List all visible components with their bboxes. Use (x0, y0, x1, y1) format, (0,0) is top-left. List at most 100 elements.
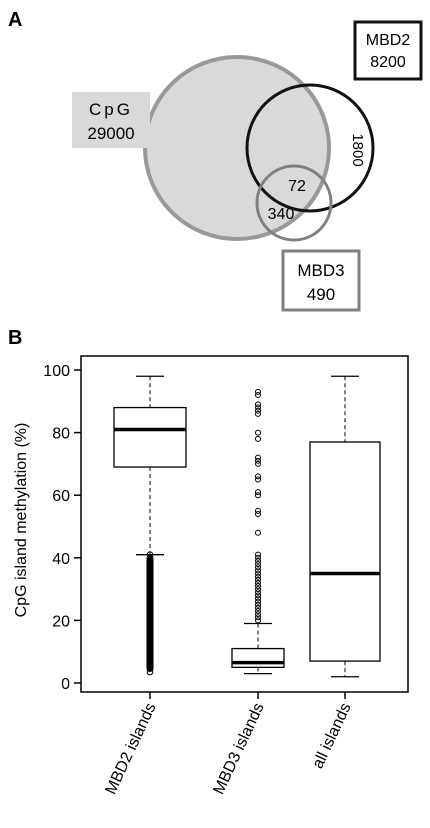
region-triple: 72 (288, 178, 306, 195)
outlier-point (146, 588, 154, 596)
outlier-point (255, 529, 261, 536)
region-cpg-mbd3: 340 (268, 206, 295, 223)
outlier-point (146, 640, 154, 648)
outlier-point (255, 582, 261, 589)
y-tick-label: 60 (52, 488, 70, 505)
mbd2-label-name: MBD2 (366, 32, 411, 49)
outlier-point (146, 598, 154, 605)
y-tick-label: 0 (61, 676, 70, 693)
y-tick-label: 80 (52, 426, 70, 443)
outlier-point (255, 404, 261, 411)
outlier-point (255, 586, 261, 593)
outlier-point (255, 401, 261, 408)
outlier-point (146, 649, 154, 657)
outlier-point (146, 603, 154, 610)
outlier-point (146, 668, 154, 676)
x-tick-label: all islands (310, 701, 355, 772)
outlier-point (146, 659, 154, 666)
y-tick-label: 100 (43, 363, 70, 380)
outlier-point (146, 631, 154, 638)
x-tick-label: MBD2 islands (103, 701, 160, 798)
outlier-point (146, 607, 154, 615)
plot-frame (80, 355, 409, 693)
boxes (113, 375, 381, 678)
outlier-point (255, 564, 261, 571)
outlier-point (255, 554, 261, 561)
outlier-point (255, 598, 261, 605)
outlier-point (255, 435, 261, 442)
outlier-point (255, 592, 261, 599)
mbd3-label-box (281, 249, 361, 312)
outlier-point (255, 573, 261, 580)
outlier-point (255, 392, 261, 399)
outlier-point (255, 570, 261, 577)
outlier-point (255, 601, 261, 608)
outlier-point (146, 560, 154, 568)
mbd2-circle (245, 83, 375, 213)
mbd3-circle (255, 164, 333, 242)
venn-panel: A CpG 29000 MBD2 8200 MBD3 490 1800 72 3… (8, 9, 423, 312)
y-axis: 0 20 40 60 80 100 (43, 363, 81, 693)
mbd3-label-count: 490 (307, 285, 335, 304)
outlier-point (255, 429, 261, 436)
outlier-point (255, 510, 261, 517)
outlier-point (146, 565, 154, 573)
y-tick-label: 20 (52, 613, 70, 630)
panel-b-label: B (8, 327, 22, 349)
outlier-point (255, 579, 261, 586)
outlier-point (255, 595, 261, 602)
outlier-point (255, 489, 261, 496)
box-1 (113, 375, 187, 676)
outlier-point (255, 617, 261, 624)
outlier-point (146, 593, 154, 601)
outlier-point (255, 410, 261, 417)
outlier-point (255, 557, 261, 564)
outlier-point (255, 457, 261, 464)
outlier-point (255, 604, 261, 611)
outlier-point (146, 574, 154, 582)
outlier-point (146, 645, 154, 652)
outlier-point (255, 473, 261, 480)
outlier-point (255, 561, 261, 568)
outlier-point (146, 556, 154, 563)
cpg-label-name: CpG (89, 100, 133, 119)
boxplot-panel: B CpG island methylation (%) 0 20 40 60 80 10… (8, 327, 409, 797)
outlier-point (146, 626, 154, 634)
cpg-label-box (72, 92, 150, 148)
outlier-point (146, 579, 154, 587)
box-2 (231, 388, 285, 675)
outlier-point (146, 654, 154, 662)
outlier-point (255, 589, 261, 596)
outlier-point (146, 551, 154, 558)
outlier-point (146, 584, 154, 591)
box-iqr (113, 406, 187, 468)
outlier-point (146, 617, 154, 624)
cpg-label-count: 29000 (87, 124, 134, 143)
region-mbd2-only: 1800 (349, 133, 366, 166)
y-tick-label: 40 (52, 551, 70, 568)
outlier-point (146, 570, 154, 577)
outlier-point (146, 635, 154, 643)
outlier-point (146, 612, 154, 620)
outlier-point (146, 664, 154, 671)
outlier-point (255, 476, 261, 483)
outlier-point (255, 551, 261, 558)
x-tick-label: MBD3 islands (211, 701, 268, 798)
box-iqr (231, 647, 285, 669)
outlier-point (255, 567, 261, 574)
x-axis-labels: MBD2 islands MBD3 islands all islands (103, 692, 355, 797)
mbd3-label-name: MBD3 (297, 261, 344, 280)
outlier-point (146, 621, 154, 629)
panel-a-label: A (8, 9, 22, 31)
outlier-point (255, 388, 261, 395)
outlier-point (255, 614, 261, 621)
outlier-point (255, 407, 261, 414)
outlier-point (255, 611, 261, 618)
box-3 (309, 375, 381, 678)
outlier-point (255, 460, 261, 467)
mbd2-label-count: 8200 (370, 54, 406, 71)
box-iqr (309, 441, 381, 662)
outlier-point (255, 454, 261, 461)
outlier-point (255, 608, 261, 615)
